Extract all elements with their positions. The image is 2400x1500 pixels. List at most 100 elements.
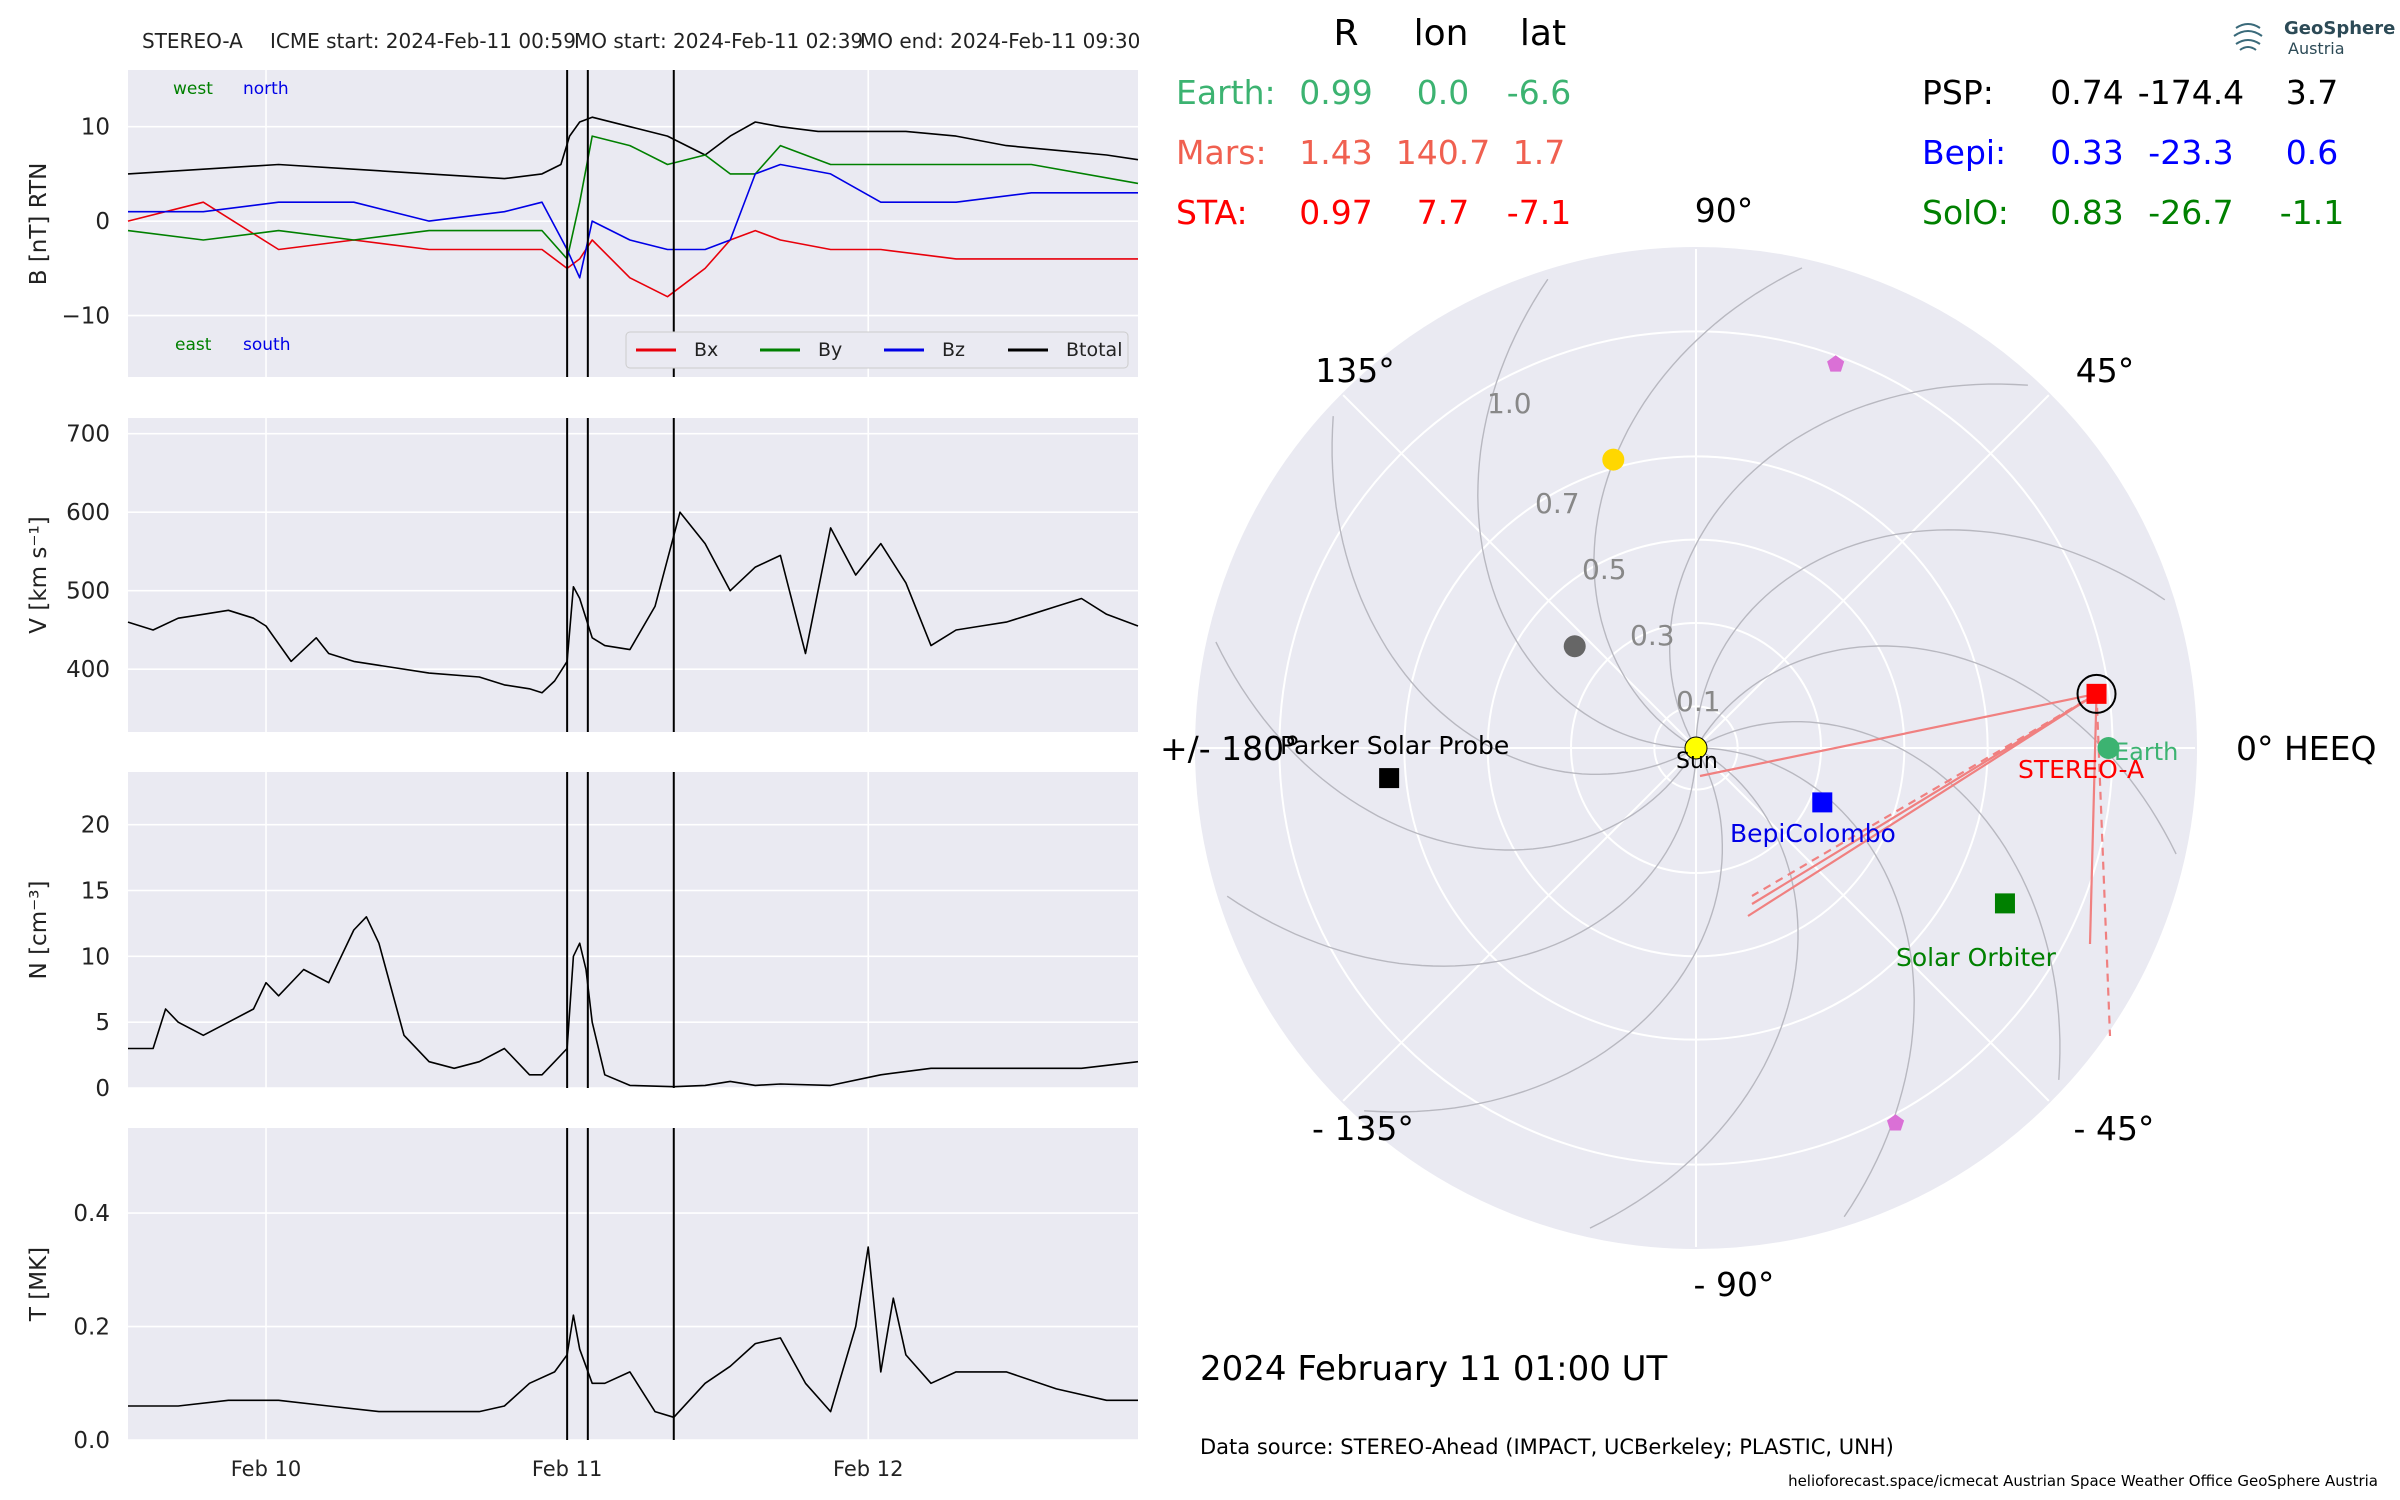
n-ylabel: N [cm⁻³] bbox=[26, 881, 52, 980]
b-ytick-label: −10 bbox=[61, 304, 110, 330]
table-cell: 1.7 bbox=[1513, 133, 1565, 172]
table-cell: 1.43 bbox=[1299, 133, 1372, 172]
n-series-n bbox=[128, 915, 1139, 1088]
v-series-v bbox=[127, 511, 1139, 694]
header-mo-start: MO start: 2024-Feb-11 02:39 bbox=[574, 29, 863, 53]
t-ytick-label: 0.0 bbox=[73, 1428, 110, 1454]
x-tick-label: Feb 11 bbox=[532, 1457, 603, 1481]
b-ylabel: B [nT] RTN bbox=[26, 163, 52, 286]
b-anno-north: north bbox=[243, 79, 289, 99]
b-anno-west: west bbox=[173, 79, 213, 99]
header-mo-end: MO end: 2024-Feb-11 09:30 bbox=[860, 29, 1140, 53]
t-ylabel: T [MK] bbox=[26, 1247, 52, 1322]
col-header-lon: lon bbox=[1414, 13, 1469, 54]
r-tick-0-7: 0.7 bbox=[1535, 487, 1580, 520]
b-legend-frame bbox=[625, 331, 1129, 369]
v-ytick-label: 700 bbox=[66, 422, 110, 448]
table-cell: SolO: bbox=[1922, 193, 2009, 232]
v-ylabel: V [km s⁻¹] bbox=[26, 516, 52, 633]
solo-marker bbox=[1994, 893, 2015, 914]
legend-bz-label: Bz bbox=[942, 339, 965, 361]
x-tick-labels: Feb 10 Feb 11 Feb 12 bbox=[231, 1457, 904, 1481]
angle-0-heeq: 0° HEEQ bbox=[2236, 729, 2376, 768]
logo-line1: GeoSphere bbox=[2284, 18, 2395, 39]
col-header-lat: lat bbox=[1520, 13, 1566, 54]
parker-spiral-line bbox=[1702, 721, 2061, 1080]
t-panel bbox=[128, 1128, 1138, 1440]
position-table: R lon lat Earth: 0.99 0.0 -6.6 Mars: 1.43 140.… bbox=[1176, 13, 2344, 232]
sta-connection-line bbox=[2088, 693, 2098, 945]
table-cell: 0.74 bbox=[2050, 73, 2123, 112]
table-cell: 0.33 bbox=[2050, 133, 2123, 172]
parker-spirals bbox=[1195, 247, 2197, 1249]
logo-line2: Austria bbox=[2288, 39, 2345, 58]
header-spacecraft: STEREO-A bbox=[142, 29, 243, 53]
polar-angle-line bbox=[1341, 393, 1697, 749]
header-icme-start: ICME start: 2024-Feb-11 00:59 bbox=[270, 29, 576, 53]
table-cell: 0.99 bbox=[1299, 73, 1372, 112]
table-cell: -7.1 bbox=[1507, 193, 1571, 232]
label-sta: STEREO-A bbox=[2018, 755, 2144, 784]
parker-spiral-line bbox=[1668, 383, 2028, 742]
table-cell: PSP: bbox=[1922, 73, 1994, 112]
label-sun: Sun bbox=[1676, 749, 1718, 774]
polar-angle-line bbox=[1695, 747, 2051, 1103]
b-series-by bbox=[127, 135, 1139, 260]
table-cell: 7.7 bbox=[1417, 193, 1469, 232]
n-ytick-label: 20 bbox=[81, 813, 110, 839]
parker-spiral-line bbox=[1704, 747, 1915, 1218]
mercury-marker bbox=[1563, 635, 1586, 658]
sta-connection-line bbox=[1751, 692, 2098, 905]
footer-credits: helioforecast.space/icmecat Austrian Spa… bbox=[1788, 1472, 2378, 1490]
polar-outer-edge bbox=[1195, 247, 2197, 1249]
table-cell: Bepi: bbox=[1922, 133, 2006, 172]
r-tick-1-0: 1.0 bbox=[1487, 387, 1532, 420]
n-ytick-label: 5 bbox=[95, 1010, 110, 1036]
b-ytick-label: 10 bbox=[81, 115, 110, 141]
psp-marker bbox=[1379, 768, 1400, 789]
event-vertical-lines bbox=[566, 70, 675, 1440]
b-panel bbox=[128, 70, 1138, 377]
table-cell: 140.7 bbox=[1396, 133, 1490, 172]
angle-90: 90° bbox=[1695, 191, 1754, 230]
parker-spiral-line bbox=[1477, 278, 1688, 749]
logo-icon bbox=[2233, 23, 2263, 51]
parker-spiral-line bbox=[1364, 754, 1724, 1113]
polar-angle-line bbox=[1341, 747, 1697, 1103]
table-cell: Mars: bbox=[1176, 133, 1267, 172]
b-anno-south: south bbox=[243, 335, 290, 355]
parker-spiral-line bbox=[1593, 267, 1803, 745]
n-ytick-label: 10 bbox=[81, 944, 110, 970]
geosphere-logo: GeoSphere Austria bbox=[2233, 18, 2395, 58]
parker-spiral-line bbox=[1226, 756, 1697, 967]
table-cell: STA: bbox=[1176, 193, 1248, 232]
label-solo: Solar Orbiter bbox=[1896, 943, 2057, 972]
label-bepi: BepiColombo bbox=[1730, 819, 1896, 848]
venus-marker bbox=[1602, 448, 1625, 471]
n-ytick-label: 15 bbox=[81, 879, 110, 905]
r-tick-0-1: 0.1 bbox=[1676, 685, 1721, 718]
n-ytick-label: 0 bbox=[95, 1076, 110, 1102]
connection-lines bbox=[1699, 692, 2112, 1037]
table-cell: 0.6 bbox=[2286, 133, 2338, 172]
table-cell: -1.1 bbox=[2280, 193, 2344, 232]
v-ytick-label: 500 bbox=[66, 579, 110, 605]
table-cell: 0.0 bbox=[1417, 73, 1469, 112]
polar-angle-line bbox=[1695, 393, 2051, 749]
table-cell: 0.83 bbox=[2050, 193, 2123, 232]
legend-bx-label: Bx bbox=[694, 339, 718, 361]
legend-btotal-label: Btotal bbox=[1066, 339, 1122, 361]
v-ytick-label: 400 bbox=[66, 657, 110, 683]
angle-135: 135° bbox=[1315, 351, 1395, 390]
y-tick-labels: 10 0 −10 700 600 500 400 20 15 10 5 0 0.4 0.2 0.0 bbox=[61, 115, 110, 1454]
label-psp: Parker Solar Probe bbox=[1280, 731, 1509, 760]
time-series-lines bbox=[127, 116, 1139, 1419]
n-panel bbox=[128, 772, 1138, 1088]
pent-a-marker bbox=[1827, 355, 1845, 372]
table-cell: Earth: bbox=[1176, 73, 1276, 112]
angle-minus-90: - 90° bbox=[1694, 1265, 1775, 1304]
table-cell: -6.6 bbox=[1507, 73, 1571, 112]
angle-minus-135: - 135° bbox=[1312, 1109, 1414, 1148]
col-header-r: R bbox=[1333, 13, 1358, 54]
